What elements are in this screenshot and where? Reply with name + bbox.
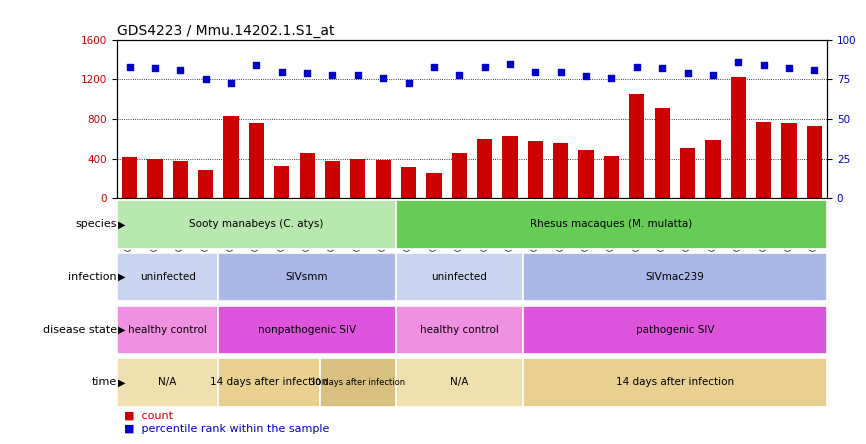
Point [173,67,187,74]
Bar [117,200,396,249]
Point [326,71,339,78]
Bar [452,153,467,198]
Text: uninfected: uninfected [431,272,488,282]
Bar [172,161,188,198]
Bar [117,358,218,407]
Text: GDS4223 / Mmu.14202.1.S1_at: GDS4223 / Mmu.14202.1.S1_at [117,24,334,38]
Bar [147,159,163,198]
Text: SIVsmm: SIVsmm [286,272,328,282]
Point [198,76,213,83]
Text: species: species [75,219,117,230]
Text: ▶: ▶ [118,272,125,282]
Bar [350,159,365,198]
Text: nonpathogenic SIV: nonpathogenic SIV [258,325,356,335]
Point [301,70,314,77]
Point [275,68,288,75]
Text: healthy control: healthy control [128,325,207,335]
Point [123,63,137,71]
Text: healthy control: healthy control [420,325,499,335]
Point [224,79,238,86]
Text: Rhesus macaques (M. mulatta): Rhesus macaques (M. mulatta) [530,219,693,230]
Bar [122,157,137,198]
Bar [523,358,827,407]
Bar [477,139,492,198]
Bar [680,148,695,198]
Bar [300,153,314,198]
Bar [756,122,772,198]
Bar [578,150,594,198]
Point [351,71,365,78]
Bar [553,143,568,198]
Bar [630,94,644,198]
Text: ▶: ▶ [118,219,125,230]
Bar [117,253,218,301]
Bar [731,77,746,198]
Text: N/A: N/A [450,377,469,388]
Bar [426,173,442,198]
Bar [218,253,396,301]
Point [807,67,821,74]
Point [452,71,466,78]
Bar [223,115,239,198]
Point [427,63,441,71]
Bar [249,123,264,198]
Text: N/A: N/A [158,377,177,388]
Bar [198,170,213,198]
Point [681,70,695,77]
Bar [705,140,721,198]
Text: ▶: ▶ [118,325,125,335]
Bar [527,141,543,198]
Point [503,60,517,67]
Text: time: time [92,377,117,388]
Point [249,62,263,69]
Point [148,65,162,72]
Bar [325,161,340,198]
Bar [781,123,797,198]
Bar [502,136,518,198]
Bar [655,108,669,198]
Text: 14 days after infection: 14 days after infection [210,377,328,388]
Point [731,59,745,66]
Point [706,71,720,78]
Point [782,65,796,72]
Text: 30 days after infection: 30 days after infection [310,378,405,387]
Bar [218,358,320,407]
Bar [396,358,523,407]
Bar [396,200,827,249]
Bar [523,305,827,354]
Text: infection: infection [68,272,117,282]
Bar [523,253,827,301]
Point [402,79,416,86]
Point [579,73,593,80]
Text: uninfected: uninfected [139,272,196,282]
Point [553,68,567,75]
Bar [396,253,523,301]
Text: ■  count: ■ count [124,410,173,420]
Point [656,65,669,72]
Bar [117,305,218,354]
Text: disease state: disease state [42,325,117,335]
Bar [218,305,396,354]
Point [528,68,542,75]
Bar [376,160,391,198]
Bar [401,167,417,198]
Text: ■  percentile rank within the sample: ■ percentile rank within the sample [124,424,329,433]
Bar [320,358,396,407]
Text: Sooty manabeys (C. atys): Sooty manabeys (C. atys) [189,219,324,230]
Point [757,62,771,69]
Bar [396,305,523,354]
Point [478,63,492,71]
Point [630,63,643,71]
Text: 14 days after infection: 14 days after infection [616,377,734,388]
Point [376,74,390,81]
Text: ▶: ▶ [118,377,125,388]
Bar [275,166,289,198]
Bar [604,155,619,198]
Point [604,74,618,81]
Bar [807,126,822,198]
Text: pathogenic SIV: pathogenic SIV [636,325,714,335]
Text: SIVmac239: SIVmac239 [645,272,704,282]
